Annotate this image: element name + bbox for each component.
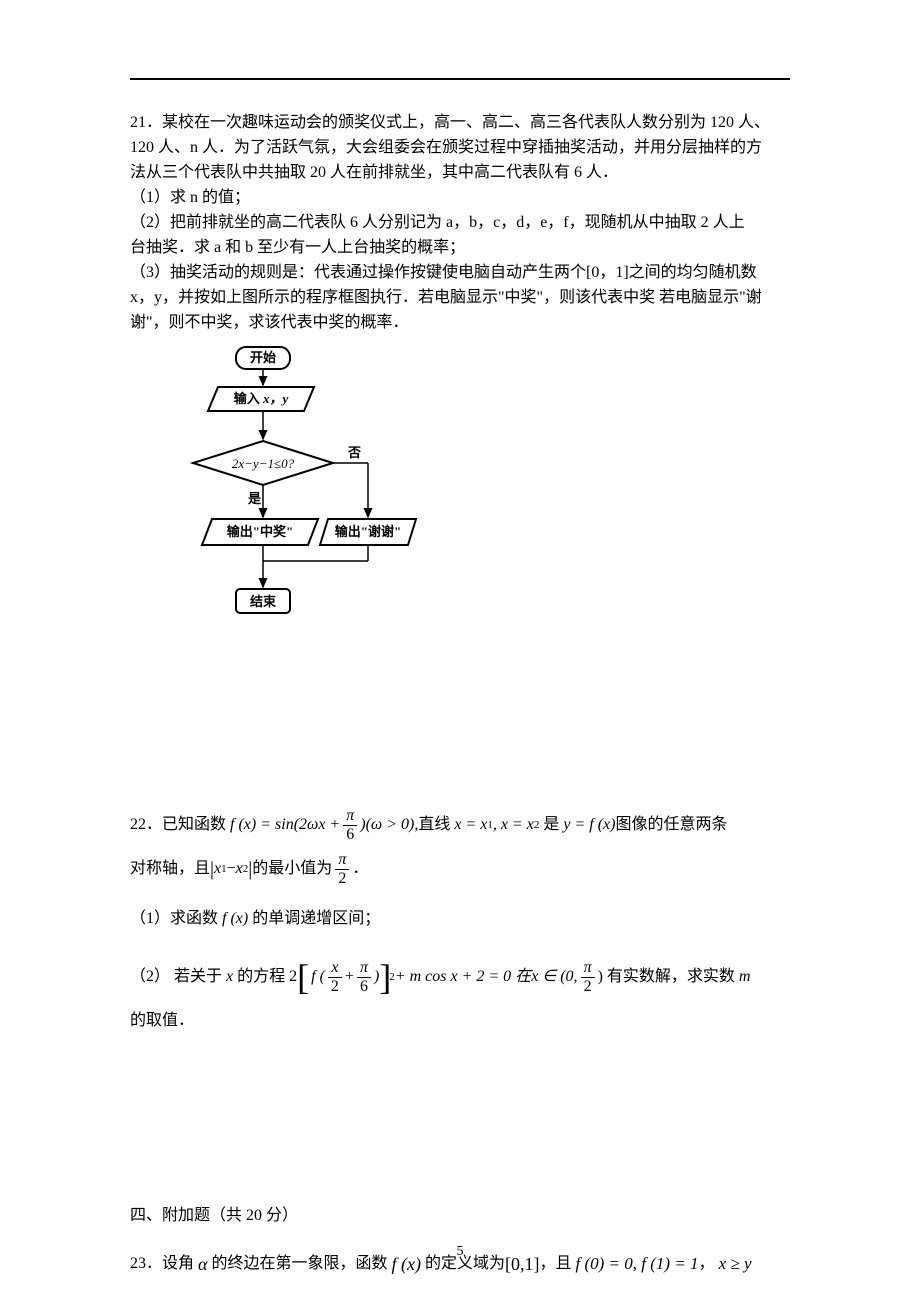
q21-intro-line2: 120 人、n 人．为了活跃气氛，大会组委会在颁奖过程中穿插抽奖活动，并用分层抽… (130, 135, 790, 160)
q22-frac1: π 6 (343, 807, 357, 843)
q22-p2-mid: 的方程 2 (233, 955, 297, 999)
plus: + (345, 955, 354, 999)
q22-min-is: 的最小值为 (252, 847, 332, 891)
fc-start: 开始 (250, 350, 276, 365)
fc-no: 否 (347, 445, 361, 460)
fc-yes: 是 (247, 491, 262, 506)
frac-den: 2 (581, 977, 595, 996)
fc-out-win: 输出"中奖" (227, 524, 293, 539)
q21-part3-line3: 谢"，则不中奖，求该代表中奖的概率． (130, 310, 790, 335)
svg-text:输入 x，y: 输入 x，y (234, 391, 289, 406)
q22-inner-f: f ( (311, 955, 325, 999)
q22-fx: f (x) = sin(2ωx + (230, 803, 340, 847)
frac-den: 6 (357, 977, 371, 996)
q22-part1-rest: 的单调递增区间； (248, 897, 380, 941)
q22-line2: 对称轴，且 | x1 − x2 | 的最小值为 π 2 ． (130, 847, 790, 891)
frac-num: x (328, 959, 341, 977)
q22-sym-axis: 对称轴，且 (130, 847, 210, 891)
q22-yfx: y = f (x) (563, 803, 615, 847)
bracket-open: [ (297, 955, 309, 999)
q22-frac4: π 2 (581, 959, 595, 995)
q22-prefix: 22．已知函数 (130, 803, 230, 847)
q22-part1-fx: f (x) (222, 897, 248, 941)
q22-frac3b: π 6 (357, 959, 371, 995)
q22-m: m (739, 955, 751, 999)
frac-num: π (357, 959, 371, 977)
q21-part2-line1: （2）把前排就坐的高二代表队 6 人分别记为 a，b，c，d，e，f，现随机从中… (130, 210, 790, 235)
q22-part1-prefix: （1）求函数 (130, 897, 222, 941)
q22-frac3a: x 2 (328, 959, 342, 995)
fc-decision: 2x−y−1≤0? (232, 456, 295, 471)
top-rule (130, 78, 790, 80)
q22-is: 是 (539, 803, 563, 847)
frac-den: 6 (343, 825, 357, 844)
question-22: 22．已知函数 f (x) = sin(2ωx + π 6 )(ω > 0), … (130, 803, 790, 1043)
frac-num: π (335, 851, 349, 869)
page-number: 5 (0, 1244, 920, 1260)
q22-line-text: 直线 (418, 803, 454, 847)
q22-image-text: 图像的任意两条 (615, 803, 727, 847)
q22-after-br: + m cos x + 2 = 0 在 (395, 955, 531, 999)
bracket-close: ] (379, 955, 391, 999)
q22-p2-prefix: （2） 若关于 (130, 955, 226, 999)
q22-comma: , x = x (493, 803, 534, 847)
q22-has-sol: ) 有实数解，求实数 (598, 955, 739, 999)
q22-frac2: π 2 (335, 851, 349, 887)
frac-den: 2 (328, 977, 342, 996)
fc-input-vars: x，y (262, 391, 289, 406)
fc-end: 结束 (250, 594, 277, 609)
q21-part1: （1）求 n 的值； (130, 185, 790, 210)
frac-num: π (343, 807, 357, 825)
q22-part2: （2） 若关于 x 的方程 2 [ f ( x 2 + π 6 ) ] 2 + … (130, 955, 790, 999)
q22-line1: 22．已知函数 f (x) = sin(2ωx + π 6 )(ω > 0), … (130, 803, 790, 847)
q22-part1: （1）求函数 f (x) 的单调递增区间； (130, 897, 790, 941)
fc-out-lose: 输出"谢谢" (335, 524, 401, 539)
flowchart: 开始 输入 x，y 2x−y−1≤0? 是 否 输出"中奖" (188, 343, 418, 633)
q22-period: ． (352, 847, 368, 891)
q22-x-in: x ∈ (0, (531, 955, 577, 999)
q21-intro-line1: 21．某校在一次趣味运动会的颁奖仪式上，高一、高二、高三各代表队人数分别为 12… (130, 110, 790, 135)
fc-input-prefix: 输入 (234, 391, 260, 406)
question-21: 21．某校在一次趣味运动会的颁奖仪式上，高一、高二、高三各代表队人数分别为 12… (130, 110, 790, 633)
q21-part3-line2: x，y，并按如上图所示的程序框图执行．若电脑显示"中奖"，则该代表中奖 若电脑显… (130, 285, 790, 310)
q21-part3-line1: （3）抽奖活动的规则是：代表通过操作按键使电脑自动产生两个[0，1]之间的均匀随… (130, 260, 790, 285)
q22-p2-x: x (226, 955, 233, 999)
frac-num: π (581, 959, 595, 977)
q22-xeq: x = x (454, 803, 487, 847)
section4-header: 四、附加题（共 20 分） (130, 1203, 790, 1228)
q21-part2-line2: 台抽奖．求 a 和 b 至少有一人上台抽奖的概率； (130, 235, 790, 260)
q22-value: 的取值． (130, 999, 194, 1043)
q22-after-frac1: )(ω > 0), (360, 803, 418, 847)
frac-den: 2 (335, 869, 349, 888)
q21-intro-line3: 法从三个代表队中共抽取 20 人在前排就坐，其中高二代表队有 6 人． (130, 160, 790, 185)
q22-part2-line2: 的取值． (130, 999, 790, 1043)
spacer (130, 1063, 790, 1203)
spacer (130, 653, 790, 803)
